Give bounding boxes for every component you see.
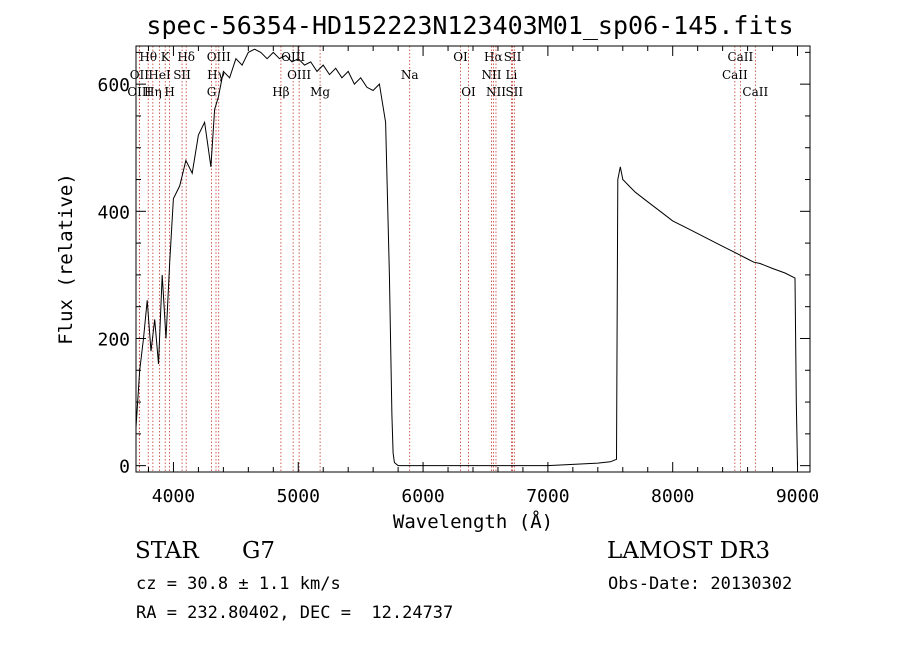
line-marker-label: OIII xyxy=(287,68,311,82)
y-axis-label: Flux (relative) xyxy=(55,173,77,345)
line-marker-label: G xyxy=(207,85,217,99)
obs-date: Obs-Date: 20130302 xyxy=(608,574,793,594)
line-marker-label: CaII xyxy=(742,85,768,99)
line-marker-label: Na xyxy=(401,68,419,82)
subclass: G7 xyxy=(242,538,276,564)
y-tick-label: 0 xyxy=(119,457,130,478)
line-marker-label: HeI xyxy=(148,68,171,82)
x-tick-label: 7000 xyxy=(526,486,569,507)
line-marker-label: Hθ xyxy=(139,50,157,64)
y-axis: 0 200 400 600 xyxy=(97,51,810,478)
line-marker-label: SII xyxy=(173,68,191,82)
survey-label: LAMOST DR3 xyxy=(607,538,771,564)
object-type: STAR xyxy=(135,538,199,564)
x-tick-label: 4000 xyxy=(152,486,195,507)
redshift-cz: cz = 30.8 ± 1.1 km/s xyxy=(136,574,341,594)
y-tick-label: 400 xyxy=(97,202,130,223)
x-tick-label: 9000 xyxy=(776,486,819,507)
line-marker-label: SII xyxy=(505,85,523,99)
x-axis-label: Wavelength (Å) xyxy=(393,510,553,533)
line-marker-label: CaII xyxy=(722,68,748,82)
line-marker-label: NII xyxy=(481,68,501,82)
x-tick-label: 6000 xyxy=(401,486,444,507)
line-marker-label: CaII xyxy=(727,50,753,64)
line-marker-label: K xyxy=(161,50,171,64)
line-marker-label: Hη xyxy=(144,85,162,99)
line-marker-label: NII xyxy=(486,85,506,99)
line-marker-label: H xyxy=(164,85,174,99)
x-tick-label: 5000 xyxy=(277,486,320,507)
chart-title: spec-56354-HD152223N123403M01_sp06-145.f… xyxy=(146,11,793,40)
line-marker-label: OI xyxy=(453,50,468,64)
x-axis: 4000 5000 6000 7000 8000 9000 xyxy=(147,46,819,507)
line-marker-label: OI xyxy=(461,85,476,99)
y-tick-label: 200 xyxy=(97,329,130,350)
line-marker-label: Hα xyxy=(484,50,503,64)
coordinates: RA = 232.80402, DEC = 12.24737 xyxy=(136,603,454,623)
line-marker-label: OIII xyxy=(127,85,151,99)
line-marker-label: OIII xyxy=(207,50,231,64)
line-marker-label: Hβ xyxy=(272,85,289,99)
line-marker-label: Li xyxy=(506,68,518,82)
y-tick-label: 600 xyxy=(97,75,130,96)
line-marker-label: SII xyxy=(504,50,522,64)
line-marker-label: Hδ xyxy=(177,50,195,64)
x-tick-label: 8000 xyxy=(651,486,694,507)
line-marker-label: Mg xyxy=(310,85,330,99)
plot-frame xyxy=(135,45,811,473)
spectrum-chart: spec-56354-HD152223N123403M01_sp06-145.f… xyxy=(55,11,819,533)
spectrum-line xyxy=(135,48,798,467)
